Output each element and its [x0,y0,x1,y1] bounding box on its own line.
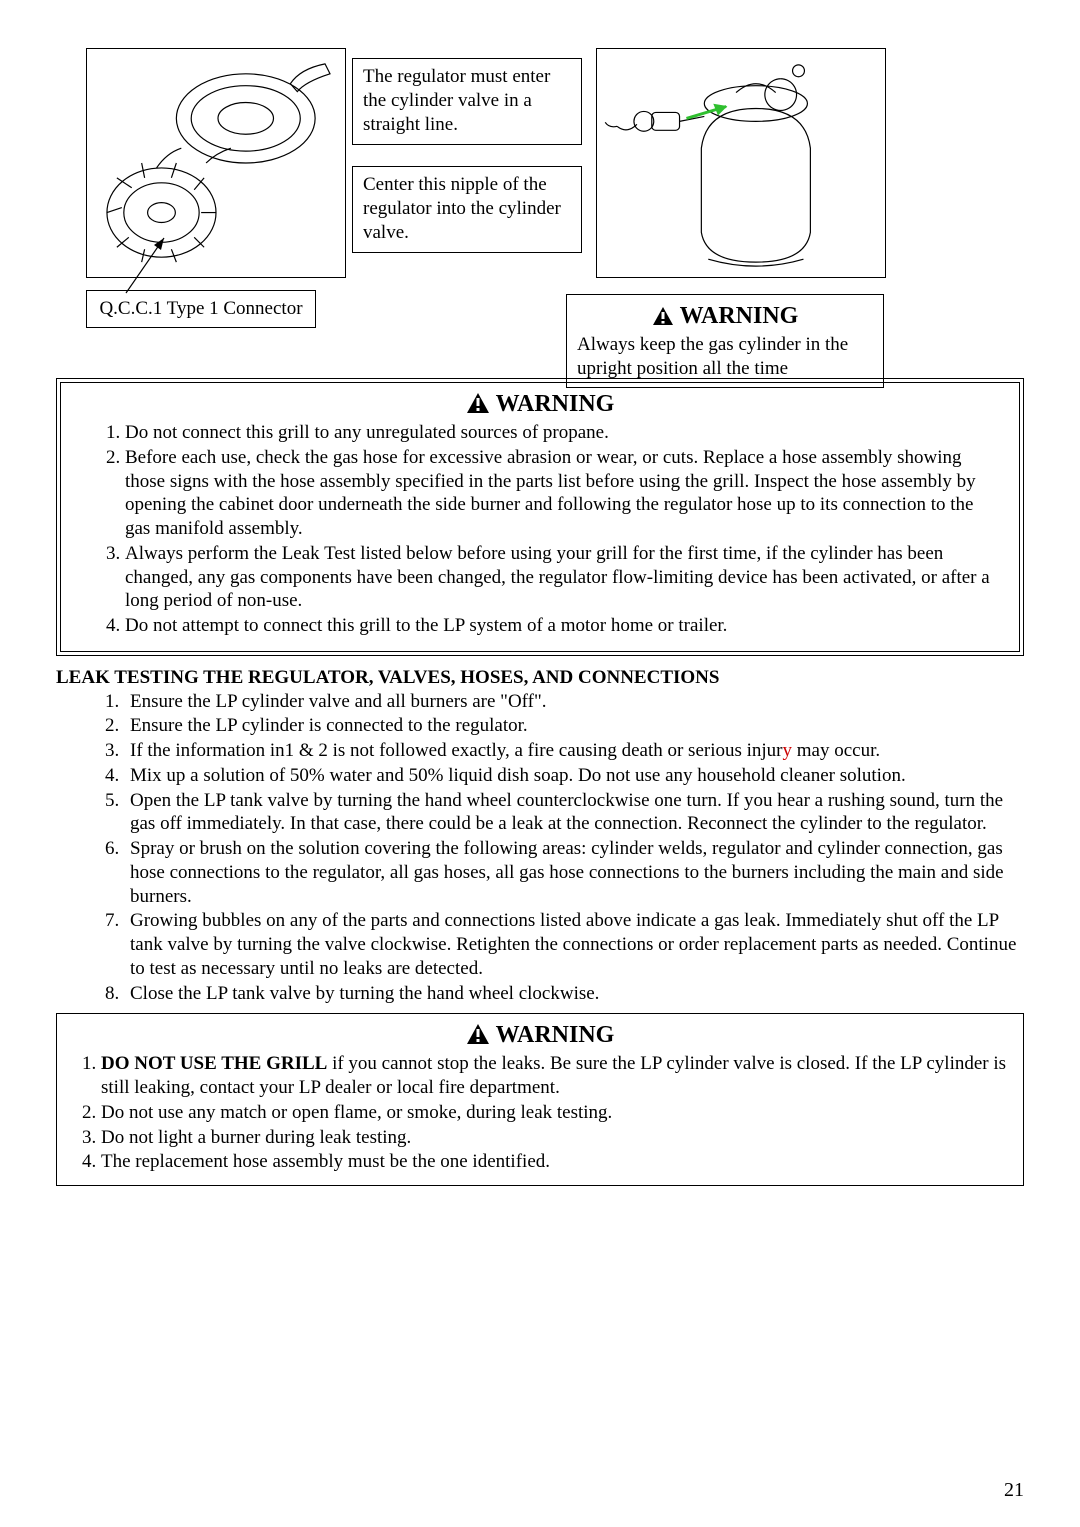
list-item: DO NOT USE THE GRILL if you cannot stop … [101,1052,1009,1100]
list-item: Do not connect this grill to any unregul… [125,421,1001,445]
warning-header: WARNING [577,301,873,331]
page: The regulator must enter the cylinder va… [0,0,1080,1527]
list-item: Ensure the LP cylinder valve and all bur… [124,690,1024,714]
regulator-connector-svg [87,49,345,277]
top-figure-area: The regulator must enter the cylinder va… [56,48,1024,378]
list-item: Ensure the LP cylinder is connected to t… [124,714,1024,738]
warning-2-list: DO NOT USE THE GRILL if you cannot stop … [75,1052,1009,1174]
warning-icon [652,306,674,326]
leak-test-list: Ensure the LP cylinder valve and all bur… [96,690,1024,1006]
list-item: Open the LP tank valve by turning the ha… [124,789,1024,837]
note-text: Center this nipple of the regulator into… [363,174,561,243]
page-number: 21 [1004,1478,1024,1503]
warning-icon [466,1023,490,1045]
warning-header: WARNING [71,1020,1009,1050]
warning-title: WARNING [496,1022,615,1048]
note-text: The regulator must enter the cylinder va… [363,66,550,135]
list-item: If the information in1 & 2 is not follow… [124,739,1024,763]
list-item: Before each use, check the gas hose for … [125,446,1001,541]
list-item: Growing bubbles on any of the parts and … [124,909,1024,980]
warning-title: WARNING [680,303,799,329]
warning-box-2: WARNING DO NOT USE THE GRILL if you cann… [56,1013,1024,1186]
cylinder-warning-box: WARNING Always keep the gas cylinder in … [566,294,884,388]
cylinder-svg [597,49,885,277]
list-item: Mix up a solution of 50% water and 50% l… [124,764,1024,788]
cylinder-warning-text: Always keep the gas cylinder in the upri… [577,333,873,381]
list-item: Do not light a burner during leak testin… [101,1126,1009,1150]
warning-box-1-inner: WARNING Do not connect this grill to any… [60,382,1020,652]
list-item: Always perform the Leak Test listed belo… [125,542,1001,613]
warning-header: WARNING [79,389,1001,419]
list-item: Spray or brush on the solution covering … [124,837,1024,908]
warning-icon [466,392,490,414]
note-regulator-straight: The regulator must enter the cylinder va… [352,58,582,145]
list-item: The replacement hose assembly must be th… [101,1150,1009,1174]
list-item: Do not attempt to connect this grill to … [125,614,1001,638]
warning-1-list: Do not connect this grill to any unregul… [99,421,1001,638]
warning-title: WARNING [496,391,615,417]
warning-box-1: WARNING Do not connect this grill to any… [56,378,1024,656]
list-item: Do not use any match or open flame, or s… [101,1101,1009,1125]
cylinder-figure [596,48,886,278]
list-item: Close the LP tank valve by turning the h… [124,982,1024,1006]
leak-test-title: LEAK TESTING THE REGULATOR, VALVES, HOSE… [56,666,1024,690]
note-nipple-center: Center this nipple of the regulator into… [352,166,582,253]
regulator-connector-figure [86,48,346,278]
qcc-label: Q.C.C.1 Type 1 Connector [99,298,302,319]
qcc-label-box: Q.C.C.1 Type 1 Connector [86,290,316,328]
